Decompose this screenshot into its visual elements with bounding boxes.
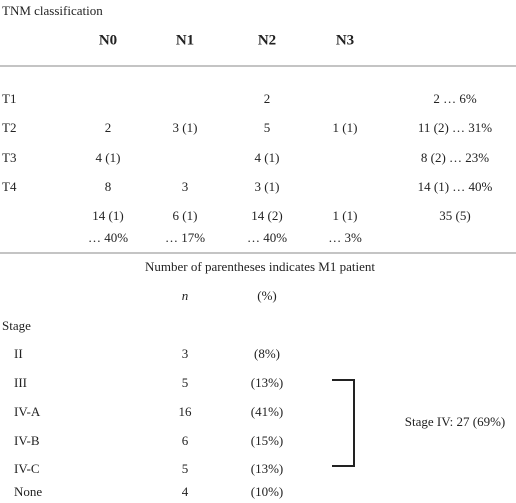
stage-label: Stage <box>2 318 31 333</box>
row-total: 11 (2) … 31% <box>418 120 492 135</box>
cell: 1 (1) <box>333 120 358 135</box>
cell: 2 <box>105 120 112 135</box>
row-total: 2 … 6% <box>433 91 477 106</box>
stage-count: 6 <box>182 433 189 448</box>
cell: 4 (1) <box>255 150 280 165</box>
row-total: 8 (2) … 23% <box>421 150 489 165</box>
column-header: N0 <box>99 32 117 48</box>
column-total: 1 (1) <box>333 208 358 223</box>
note: Number of parentheses indicates M1 patie… <box>145 259 375 274</box>
cell: 2 <box>264 91 271 106</box>
stage-count: 5 <box>182 461 189 476</box>
column-total: 14 (1) <box>92 208 123 223</box>
column-header: (%) <box>257 288 277 303</box>
stage-percent: (41%) <box>251 404 284 419</box>
bracket <box>332 379 355 467</box>
row-label: T4 <box>2 179 17 194</box>
row-label: T2 <box>2 120 16 135</box>
stage-name: IV-A <box>14 404 41 419</box>
column-percent: … 3% <box>328 230 362 245</box>
row-total: 14 (1) … 40% <box>418 179 493 194</box>
grand-total: 35 (5) <box>439 208 470 223</box>
column-header: N1 <box>176 32 194 48</box>
column-percent: … 40% <box>88 230 128 245</box>
stage-count: 5 <box>182 375 189 390</box>
stage-count: 4 <box>182 484 189 499</box>
row-label: T1 <box>2 91 16 106</box>
stage-name: IV-C <box>14 461 40 476</box>
cell: 8 <box>105 179 112 194</box>
title: TNM classification <box>2 3 103 18</box>
cell: 3 <box>182 179 189 194</box>
stage-percent: (13%) <box>251 375 284 390</box>
stage-percent: (13%) <box>251 461 284 476</box>
stage-summary: Stage IV: 27 (69%) <box>405 414 505 429</box>
column-header: N2 <box>258 32 276 48</box>
column-header: N3 <box>336 32 354 48</box>
column-header: n <box>182 288 189 303</box>
stage-count: 16 <box>179 404 193 419</box>
cell: 5 <box>264 120 271 135</box>
column-total: 6 (1) <box>173 208 198 223</box>
column-percent: … 17% <box>165 230 205 245</box>
stage-percent: (10%) <box>251 484 284 499</box>
column-percent: … 40% <box>247 230 287 245</box>
stage-name: III <box>14 375 27 390</box>
stage-name: II <box>14 346 23 361</box>
cell: 4 (1) <box>96 150 121 165</box>
stage-percent: (15%) <box>251 433 284 448</box>
stage-name: IV-B <box>14 433 40 448</box>
stage-name: None <box>14 484 42 499</box>
cell: 3 (1) <box>173 120 198 135</box>
stage-count: 3 <box>182 346 189 361</box>
stage-percent: (8%) <box>254 346 280 361</box>
cell: 3 (1) <box>255 179 280 194</box>
row-label: T3 <box>2 150 16 165</box>
column-total: 14 (2) <box>251 208 282 223</box>
